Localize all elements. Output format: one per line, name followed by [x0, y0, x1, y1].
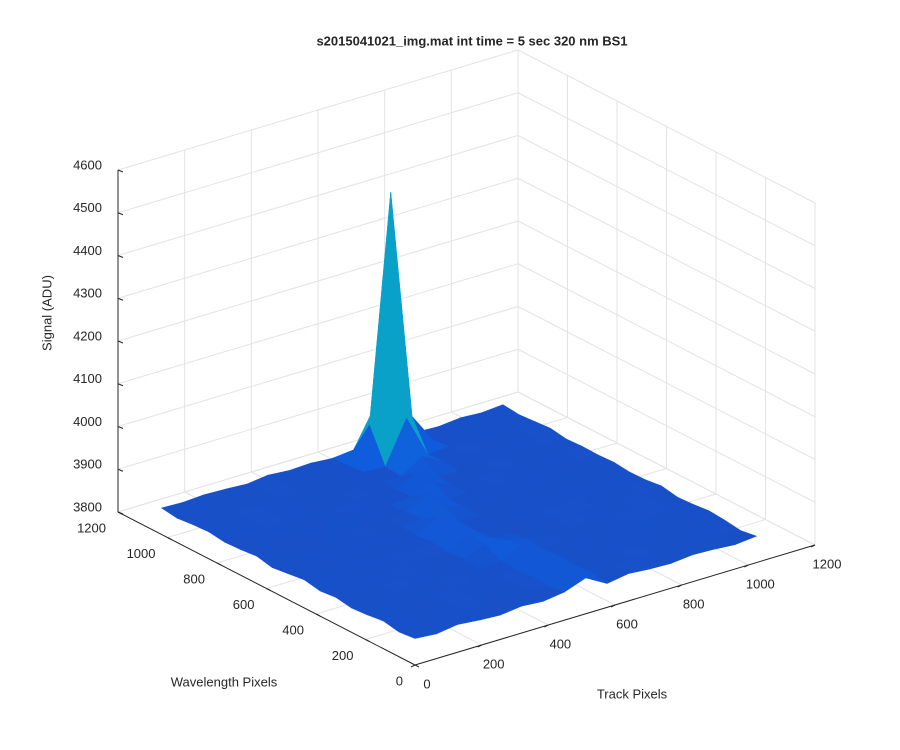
grid-line — [517, 220, 816, 375]
z-tick-label: 3800 — [73, 499, 102, 514]
y-tick-label: 1000 — [127, 546, 156, 561]
y-tick-label: 400 — [282, 622, 304, 637]
x-tick-label: 1200 — [813, 556, 842, 571]
grid-line — [517, 49, 816, 204]
x-tick — [544, 624, 549, 628]
grid-line — [117, 177, 519, 299]
z-tick-label: 4000 — [73, 414, 102, 429]
chart-title: s2015041021_img.mat int time = 5 sec 320… — [316, 33, 627, 48]
y-tick — [365, 639, 370, 642]
y-tick-label: 1200 — [77, 520, 106, 535]
x-tick — [410, 664, 416, 668]
z-tick — [117, 426, 124, 429]
z-tick-label: 3900 — [73, 457, 102, 472]
grid-line — [517, 135, 816, 289]
grid-line — [117, 263, 519, 385]
x-tick — [610, 604, 616, 608]
x-tick — [810, 544, 816, 548]
x-tick — [677, 584, 682, 588]
z-tick — [117, 340, 124, 344]
y-axis-label: Wavelength Pixels — [171, 674, 278, 689]
z-tick-label: 4600 — [73, 157, 102, 172]
grid-line — [117, 135, 519, 256]
x-tick — [744, 564, 749, 568]
z-tick — [117, 297, 124, 301]
y-tick — [167, 537, 172, 540]
z-tick-label: 4400 — [73, 243, 102, 258]
grid-line — [517, 391, 816, 546]
grid-line — [517, 177, 816, 332]
z-tick — [117, 212, 124, 216]
y-tick-label: 600 — [233, 597, 255, 612]
grid-line — [117, 92, 519, 214]
z-tick — [117, 511, 124, 515]
y-tick — [216, 562, 222, 566]
grid-line — [517, 306, 816, 460]
y-tick — [414, 664, 420, 668]
z-tick — [117, 468, 124, 472]
x-tick — [477, 644, 482, 648]
grid-line — [517, 263, 816, 418]
z-tick-label: 4200 — [73, 328, 102, 343]
y-tick-label: 800 — [183, 571, 205, 586]
y-tick-label: 0 — [396, 673, 403, 688]
y-tick — [315, 613, 321, 617]
z-tick — [117, 169, 124, 173]
grid-line — [117, 49, 519, 171]
x-tick-label: 200 — [483, 656, 505, 671]
x-tick-label: 600 — [616, 616, 638, 631]
grid-line — [117, 220, 519, 342]
z-axis-label: Signal (ADU) — [39, 275, 54, 351]
grid-line — [517, 92, 816, 247]
y-tick — [266, 588, 271, 591]
surface-cell — [398, 623, 438, 639]
grid-line — [517, 348, 816, 503]
y-tick-label: 200 — [332, 648, 354, 663]
grid-line — [117, 391, 519, 513]
z-tick-label: 4100 — [73, 371, 102, 386]
x-tick-label: 800 — [683, 596, 705, 611]
z-tick-label: 4300 — [73, 286, 102, 301]
z-tick — [117, 255, 124, 258]
x-tick-label: 1000 — [746, 576, 775, 591]
z-tick-label: 4500 — [73, 200, 102, 215]
x-axis-label: Track Pixels — [597, 686, 668, 701]
x-tick-label: 0 — [423, 676, 430, 691]
z-tick — [117, 383, 124, 387]
x-tick-label: 400 — [549, 636, 571, 651]
grid-line — [117, 306, 519, 427]
grid-line — [117, 348, 519, 470]
